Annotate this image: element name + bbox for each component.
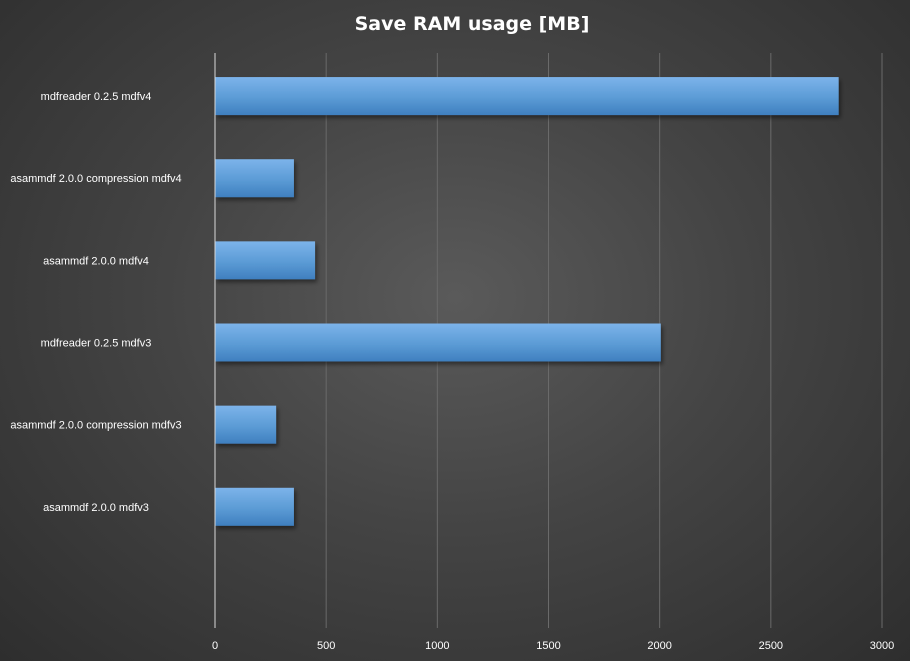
bar xyxy=(215,241,316,280)
category-label: asammdf 2.0.0 compression mdfv4 xyxy=(10,173,181,185)
x-tick-labels: 0 500 1000 1500 2000 2500 3000 xyxy=(212,640,894,652)
x-tick-label: 0 xyxy=(212,640,218,652)
bar xyxy=(215,487,294,526)
category-label: asammdf 2.0.0 compression mdfv3 xyxy=(10,420,181,432)
category-label: asammdf 2.0.0 mdfv4 xyxy=(43,255,149,267)
chart-title: Save RAM usage [MB] xyxy=(355,13,590,35)
category-labels: mdfreader 0.2.5 mdfv4 asammdf 2.0.0 compr… xyxy=(10,91,181,514)
bar xyxy=(215,323,661,362)
x-tick-label: 1500 xyxy=(536,640,560,652)
bar xyxy=(215,405,277,444)
x-tick-label: 1000 xyxy=(425,640,449,652)
x-tick-label: 2000 xyxy=(647,640,671,652)
x-tick-label: 500 xyxy=(317,640,335,652)
bar xyxy=(215,77,839,116)
bar xyxy=(215,159,294,198)
bars xyxy=(215,77,839,526)
category-label: mdfreader 0.2.5 mdfv3 xyxy=(41,338,152,350)
x-tick-label: 2500 xyxy=(759,640,783,652)
category-label: mdfreader 0.2.5 mdfv4 xyxy=(41,91,152,103)
category-label: asammdf 2.0.0 mdfv3 xyxy=(43,502,149,514)
x-tick-label: 3000 xyxy=(870,640,894,652)
